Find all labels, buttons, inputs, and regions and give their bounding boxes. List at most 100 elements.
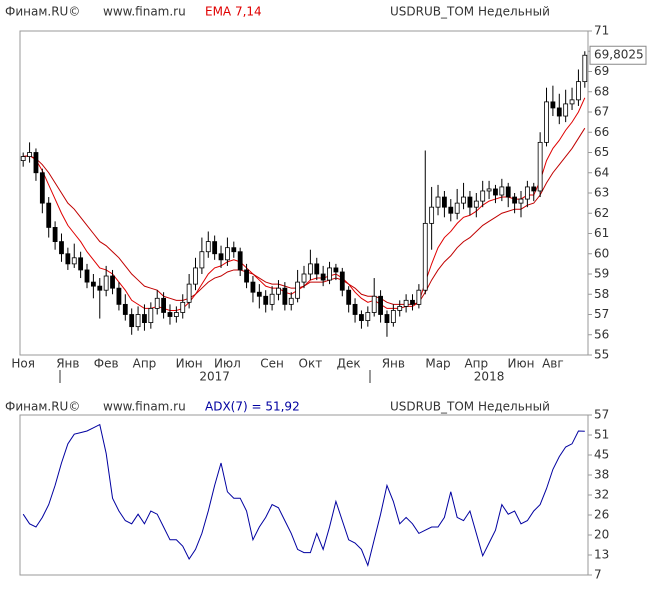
indicator: ADX(7) = 51,92 [205, 400, 300, 414]
candle-body [193, 267, 198, 285]
y-tick-label: 26 [594, 508, 609, 522]
y-tick-label: 64 [594, 165, 609, 179]
candle-body [135, 314, 141, 328]
candle-body [416, 289, 422, 305]
candle-body [397, 305, 403, 311]
candle-body [544, 101, 549, 143]
candle-body [422, 222, 428, 291]
last-value-label: 69,8025 [594, 48, 644, 62]
candle-body [231, 247, 237, 253]
candle-body [199, 251, 205, 269]
y-tick-label: 55 [594, 348, 609, 362]
candle-body [186, 283, 192, 303]
candle-body [320, 273, 326, 281]
x-tick-label: Мар [425, 357, 450, 371]
indicator: EMA 7,14 [205, 5, 262, 19]
candle-body [46, 202, 52, 228]
y-tick-label: 13 [594, 548, 609, 562]
candle-body [531, 186, 537, 192]
candle-body [84, 269, 90, 283]
candle-body [65, 253, 71, 265]
candle-body [256, 291, 262, 297]
candle-body [435, 196, 441, 208]
candle-body [269, 293, 275, 305]
candle-body [524, 186, 530, 200]
candle-body [537, 141, 543, 192]
x-tick-label: Фев [94, 357, 119, 371]
chart-title: USDRUB_TOM Недельный [390, 5, 550, 19]
candle-body [314, 263, 320, 275]
candle-body [142, 314, 147, 323]
candle-body [346, 289, 352, 305]
candle-body [27, 152, 32, 157]
candle-body [20, 156, 26, 162]
candle-body [167, 312, 173, 317]
candle-body [327, 267, 332, 281]
candle-body [237, 251, 243, 271]
candle-body [173, 312, 179, 317]
candle-body [378, 295, 383, 315]
candle-body [276, 287, 281, 295]
candle-body [448, 206, 454, 214]
y-tick-label: 38 [594, 468, 609, 482]
candle-body [205, 241, 211, 253]
y-tick-label: 61 [594, 226, 609, 240]
y-tick-label: 57 [594, 408, 609, 422]
candle-body [161, 297, 166, 313]
y-tick-label: 63 [594, 186, 609, 200]
y-tick-label: 56 [594, 327, 609, 341]
x-tick-label: Дек [337, 357, 361, 371]
candle-body [244, 269, 249, 283]
candle-body [71, 257, 77, 265]
last-value-box [589, 45, 647, 65]
candle-body [282, 287, 288, 305]
plot-frame [19, 414, 589, 576]
x-tick-label: Июн [176, 357, 203, 371]
candle-body [371, 295, 377, 313]
y-tick-label: 69 [594, 64, 609, 78]
year-label: 2017 [199, 370, 230, 384]
y-tick-label: 71 [594, 24, 609, 38]
candle-body [218, 253, 224, 261]
y-tick-label: 45 [594, 448, 609, 462]
candle-body [390, 310, 396, 324]
candle-body [148, 308, 154, 323]
candle-body [556, 107, 562, 117]
x-tick-label: Янв [382, 357, 405, 371]
candle-body [78, 257, 84, 271]
candle-body [505, 186, 511, 198]
candle-body [486, 188, 492, 192]
x-tick-label: Июн [508, 357, 535, 371]
y-tick-label: 57 [594, 307, 609, 321]
candle-body [429, 206, 435, 224]
candle-body [180, 301, 186, 313]
x-tick-label: Июл [214, 357, 241, 371]
candle-body [461, 196, 466, 204]
candle-body [352, 303, 358, 315]
y-tick-label: 32 [594, 488, 609, 502]
candle-body [512, 196, 518, 204]
y-tick-label: 68 [594, 84, 609, 98]
candle-body [122, 303, 128, 315]
x-tick-label: Авг [542, 357, 564, 371]
candle-body [480, 190, 486, 202]
candle-body [473, 200, 479, 208]
candle-body [307, 263, 313, 275]
y-tick-label: 20 [594, 528, 609, 542]
candle-body [301, 273, 307, 283]
x-tick-label: Окт [299, 357, 323, 371]
candle-body [129, 314, 135, 328]
y-tick-label: 58 [594, 287, 609, 301]
year-label: 2018 [474, 370, 505, 384]
candle-body [384, 314, 390, 323]
candle-body [33, 152, 39, 174]
adx-line [22, 423, 585, 568]
candle-body [103, 275, 109, 291]
chart-title: USDRUB_TOM Недельный [390, 400, 550, 414]
x-tick-label: Апр [133, 357, 157, 371]
candle-body [563, 103, 569, 117]
candle-body [518, 198, 524, 204]
candle-body [359, 314, 364, 321]
candle-body [52, 227, 58, 243]
